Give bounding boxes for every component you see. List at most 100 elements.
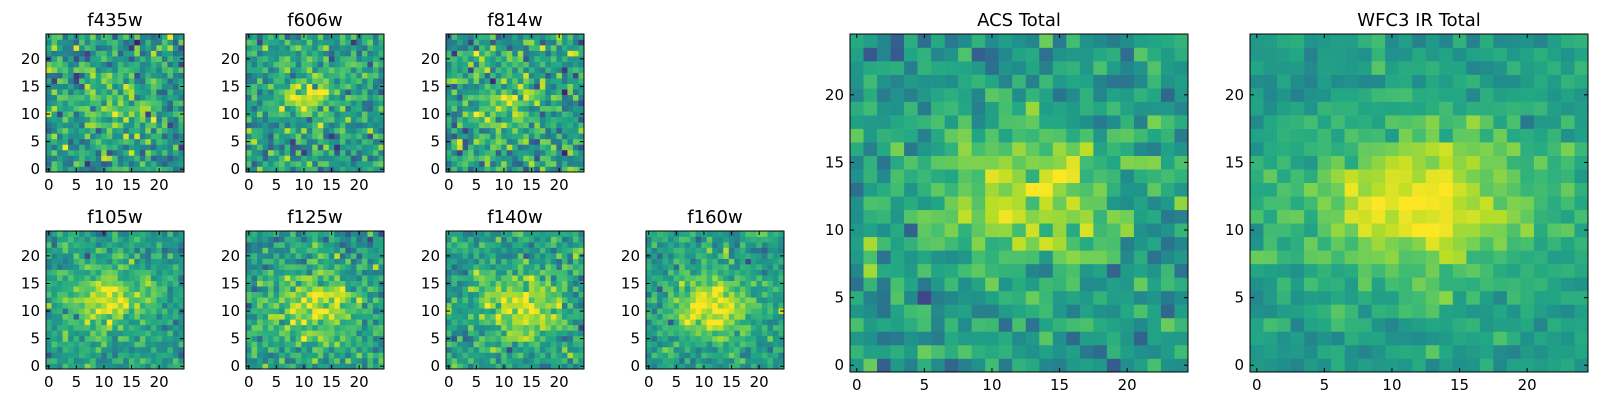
heatmap-cell	[134, 330, 141, 337]
heatmap-cell	[328, 144, 335, 151]
heatmap-cell	[161, 275, 168, 281]
heatmap-cell	[156, 236, 163, 243]
heatmap-cell	[673, 302, 680, 309]
heatmap-cell	[95, 324, 102, 331]
heatmap-cell	[284, 89, 291, 96]
heatmap-cell	[268, 111, 274, 118]
heatmap-cell	[1147, 358, 1162, 373]
heatmap-cell	[328, 127, 335, 134]
heatmap-cell	[350, 319, 357, 326]
heatmap-cell	[345, 105, 352, 112]
heatmap-cell	[312, 127, 319, 134]
heatmap-cell	[550, 100, 557, 107]
heatmap-cell	[490, 160, 496, 167]
heatmap-cell	[523, 78, 530, 84]
heatmap-cell	[750, 275, 757, 281]
heatmap-cell	[150, 127, 157, 134]
heatmap-cell	[257, 138, 263, 145]
heatmap-cell	[673, 308, 680, 315]
heatmap-cell	[679, 330, 685, 337]
heatmap-cell	[134, 72, 141, 79]
heatmap-cell	[904, 196, 918, 211]
heatmap-cell	[706, 275, 713, 281]
heatmap-cell	[167, 297, 174, 304]
heatmap-cell	[306, 308, 313, 315]
heatmap-cell	[495, 144, 502, 151]
heatmap-cell	[717, 291, 724, 298]
heatmap-cell	[356, 67, 363, 73]
heatmap-cell	[778, 341, 785, 348]
heatmap-cell	[128, 269, 135, 276]
heatmap-cell	[651, 302, 658, 309]
heatmap-cell	[128, 39, 135, 46]
heatmap-cell	[462, 352, 469, 359]
heatmap-cell	[550, 89, 557, 96]
heatmap-cell	[246, 313, 252, 320]
heatmap-cell	[290, 308, 296, 315]
heatmap-cell	[262, 291, 269, 298]
heatmap-cell	[350, 45, 357, 51]
heatmap-cell	[657, 247, 663, 254]
heatmap-cell	[167, 45, 174, 51]
heatmap-cell	[1160, 263, 1175, 278]
heatmap-cell	[123, 100, 130, 107]
heatmap-cell	[290, 105, 296, 112]
heatmap-cell	[172, 357, 179, 364]
heatmap-cell	[112, 275, 119, 281]
heatmap-cell	[572, 166, 579, 173]
heatmap-cell	[701, 319, 708, 326]
heatmap-cell	[306, 133, 313, 140]
heatmap-cell	[46, 264, 52, 270]
heatmap-cell	[539, 341, 546, 348]
heatmap-cell	[451, 50, 458, 57]
heatmap-cell	[306, 346, 313, 353]
heatmap-cell	[517, 280, 524, 287]
heatmap-cell	[273, 160, 280, 167]
heatmap-cell	[345, 341, 352, 348]
heatmap-cell	[150, 291, 157, 298]
y-tick-label: 0	[230, 357, 240, 375]
heatmap-cell	[695, 247, 702, 254]
heatmap-cell	[745, 242, 752, 248]
heatmap-cell	[506, 72, 513, 79]
heatmap-cell	[167, 111, 174, 118]
heatmap-cell	[323, 160, 330, 167]
heatmap-cell	[372, 275, 379, 281]
heatmap-cell	[106, 155, 113, 162]
heatmap-cell	[273, 275, 280, 281]
heatmap-cell	[556, 357, 563, 364]
heatmap-cell	[462, 72, 469, 79]
heatmap-cell	[339, 45, 346, 51]
heatmap-cell	[572, 357, 579, 364]
heatmap-cell	[877, 317, 891, 332]
heatmap-cell	[90, 313, 96, 320]
heatmap-cell	[572, 100, 579, 107]
heatmap-cell	[123, 302, 130, 309]
heatmap-cell	[545, 149, 552, 156]
heatmap-cell	[361, 149, 368, 156]
heatmap-cell	[712, 236, 719, 243]
heatmap-cell	[372, 231, 379, 237]
heatmap-cell	[495, 346, 502, 353]
heatmap-cell	[567, 122, 574, 129]
heatmap-cell	[561, 308, 568, 315]
heatmap-cell	[46, 313, 52, 320]
heatmap-cell	[178, 61, 185, 68]
heatmap-cell	[1079, 317, 1094, 332]
heatmap-cell	[457, 116, 463, 123]
heatmap-cell	[545, 111, 552, 118]
heatmap-cell	[279, 313, 285, 320]
heatmap-cell	[79, 166, 85, 173]
heatmap-cell	[350, 105, 357, 112]
heatmap-cell	[79, 335, 85, 342]
heatmap-cell	[279, 50, 285, 57]
heatmap-cell	[662, 253, 669, 259]
heatmap-cell	[739, 280, 746, 287]
heatmap-cell	[84, 67, 91, 73]
heatmap-cell	[178, 127, 185, 134]
heatmap-cell	[506, 100, 513, 107]
heatmap-cell	[512, 308, 519, 315]
heatmap-cell	[998, 209, 1013, 224]
heatmap-cell	[506, 127, 513, 134]
heatmap-cell	[301, 94, 308, 101]
